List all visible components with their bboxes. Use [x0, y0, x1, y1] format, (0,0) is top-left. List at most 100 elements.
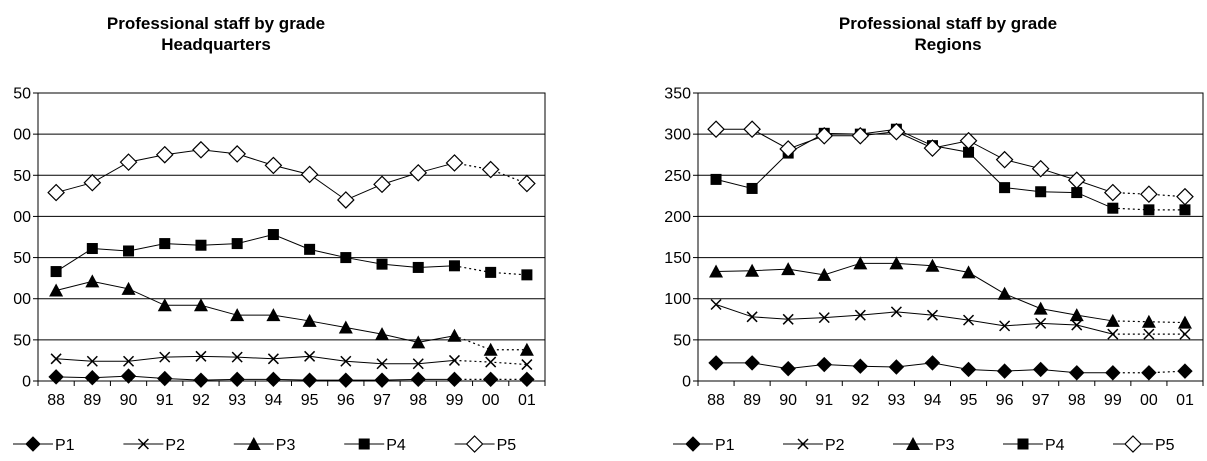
chart-subtitle: Regions	[914, 35, 981, 54]
data-point-p1	[374, 372, 390, 388]
data-point-p2	[376, 358, 388, 370]
data-point-p1	[229, 371, 245, 388]
data-point-p1	[708, 355, 724, 371]
data-point-p5	[336, 191, 355, 209]
data-point-p2	[1071, 319, 1083, 331]
data-point-p2	[485, 356, 497, 368]
x-tick-label: 89	[743, 392, 761, 409]
data-point-p5	[923, 139, 942, 157]
x-tick-label: 99	[1104, 392, 1122, 409]
y-tick-label: 0	[682, 374, 691, 391]
data-point-p3	[781, 262, 796, 276]
data-point-p5	[409, 163, 428, 182]
series-line-p4	[55, 234, 455, 272]
series-line-p1	[716, 362, 1113, 374]
x-tick-label: 92	[192, 392, 210, 409]
data-point-p3	[85, 274, 100, 288]
y-tick-label: 00	[13, 209, 31, 226]
data-point-p5	[445, 154, 464, 172]
legend-label-p1: P1	[55, 437, 75, 454]
y-tick-label: 00	[13, 291, 31, 308]
data-point-p3	[853, 256, 868, 270]
data-point-p2	[195, 350, 207, 362]
series-line-p1	[56, 375, 455, 381]
y-tick-label: 50	[673, 332, 691, 349]
y-tick-label: 200	[664, 209, 691, 226]
legend-marker-p2	[137, 438, 149, 450]
x-tick-label: 98	[409, 392, 427, 409]
data-point-p4	[485, 266, 497, 278]
data-point-p3	[817, 267, 832, 281]
data-point-p4	[123, 245, 135, 257]
data-point-p3	[411, 335, 426, 349]
data-point-p3	[266, 308, 281, 322]
data-point-p1	[410, 371, 426, 388]
data-point-p1	[84, 370, 101, 386]
legend-label-p1: P1	[715, 437, 735, 454]
data-point-p4	[267, 229, 279, 241]
data-point-p4	[1179, 204, 1191, 216]
y-tick-label: 50	[13, 332, 31, 349]
data-point-p4	[1071, 187, 1083, 199]
legend-label-p3: P3	[935, 437, 955, 454]
legend-label-p3: P3	[276, 437, 296, 454]
data-point-p4	[195, 239, 207, 251]
data-point-p5	[851, 126, 870, 145]
data-point-p1	[338, 372, 354, 388]
data-point-p2	[999, 320, 1011, 332]
data-point-p3	[1105, 313, 1120, 327]
data-point-p3	[709, 264, 724, 278]
data-point-p3	[375, 327, 390, 341]
data-point-p1	[1141, 365, 1157, 381]
legend-label-p4: P4	[1045, 437, 1065, 454]
data-point-p4	[746, 182, 758, 194]
x-tick-label: 01	[1176, 392, 1194, 409]
x-tick-label: 94	[264, 392, 282, 409]
data-point-p3	[121, 281, 136, 295]
legend-marker-p1	[25, 436, 41, 452]
data-point-p5	[1067, 171, 1086, 190]
data-point-p4	[86, 243, 98, 255]
data-point-p1	[816, 356, 832, 373]
data-point-p2	[782, 313, 794, 325]
data-point-p5	[481, 160, 500, 179]
x-tick-label: 95	[301, 392, 319, 409]
data-point-p1	[446, 371, 463, 388]
x-tick-label: 99	[446, 392, 464, 409]
data-point-p5	[779, 140, 798, 158]
data-point-p2	[412, 358, 424, 370]
chart-title: Professional staff by grade	[107, 14, 325, 33]
data-point-p3	[1177, 315, 1192, 329]
data-point-p5	[1176, 187, 1194, 206]
x-tick-label: 91	[156, 392, 174, 409]
x-tick-label: 96	[996, 392, 1014, 409]
x-tick-label: 92	[851, 392, 869, 409]
data-point-p2	[746, 311, 758, 323]
data-point-p2	[963, 314, 975, 326]
legend-marker-p4	[358, 438, 370, 450]
data-point-p2	[818, 312, 830, 324]
legend-marker-p5	[465, 435, 484, 453]
data-point-p5	[83, 173, 102, 192]
x-tick-label: 90	[120, 392, 138, 409]
data-point-p2	[123, 355, 135, 367]
data-point-p1	[924, 355, 941, 371]
data-point-p1	[482, 371, 499, 388]
x-tick-label: 90	[779, 392, 797, 409]
data-point-p4	[376, 258, 388, 270]
y-tick-label: 350	[664, 86, 691, 103]
data-point-p1	[48, 369, 64, 385]
data-point-p5	[1140, 185, 1158, 204]
data-point-p2	[1035, 317, 1047, 329]
data-point-p4	[999, 182, 1011, 194]
data-point-p5	[264, 156, 283, 175]
data-point-p1	[744, 355, 760, 371]
data-point-p2	[890, 306, 902, 318]
data-point-p4	[304, 243, 316, 255]
data-point-p2	[267, 353, 279, 365]
data-point-p5	[300, 165, 319, 184]
x-tick-label: 97	[1032, 392, 1050, 409]
data-point-p1	[1069, 365, 1085, 381]
data-point-p2	[448, 354, 460, 366]
